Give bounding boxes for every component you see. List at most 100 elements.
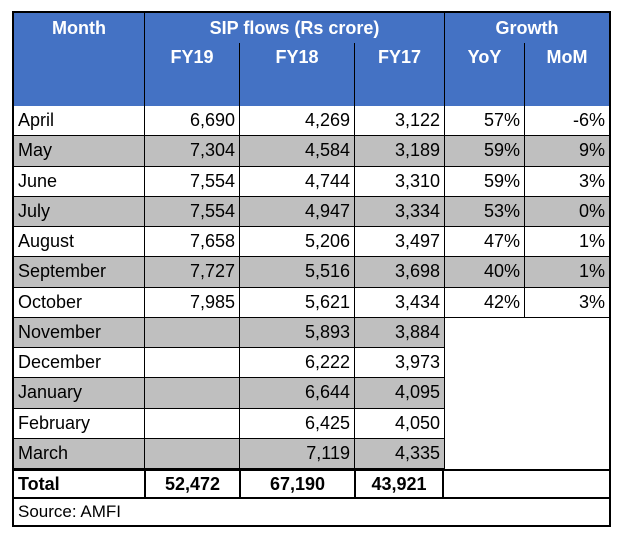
fy17-header: FY17 xyxy=(354,43,444,106)
cell-yoy xyxy=(444,408,524,439)
cell-mom xyxy=(524,318,609,348)
cell-fy17: 3,698 xyxy=(354,257,444,288)
cell-yoy: 47% xyxy=(444,227,524,258)
cell-mom xyxy=(524,378,609,408)
total-fy17: 43,921 xyxy=(354,471,444,497)
table-row: October 7,985 5,621 3,434 42% 3% xyxy=(14,287,609,318)
cell-yoy xyxy=(444,378,524,409)
cell-mom xyxy=(524,348,609,378)
cell-fy17: 3,434 xyxy=(354,287,444,318)
cell-fy17: 3,334 xyxy=(354,196,444,227)
total-fy19: 52,472 xyxy=(144,471,239,497)
table-row: February 6,425 4,050 xyxy=(14,408,609,439)
cell-month: January xyxy=(14,378,144,409)
cell-fy19 xyxy=(144,438,239,469)
cell-fy19 xyxy=(144,348,239,379)
cell-fy18: 4,584 xyxy=(239,136,354,167)
cell-month: August xyxy=(14,227,144,258)
total-label: Total xyxy=(18,473,60,494)
fy19-header: FY19 xyxy=(144,43,239,106)
header-row-bottom: FY19 FY18 FY17 YoY MoM xyxy=(14,43,609,106)
cell-mom xyxy=(524,439,609,469)
cell-mom: -6% xyxy=(524,106,609,137)
cell-fy17: 3,122 xyxy=(354,106,444,137)
cell-month: December xyxy=(14,348,144,379)
source-note: Source: AMFI xyxy=(18,502,121,521)
sip-flows-table: Month SIP flows (Rs crore) Growth FY19 F… xyxy=(12,11,611,527)
month-header: Month xyxy=(52,17,106,38)
cell-fy17: 3,973 xyxy=(354,348,444,379)
cell-fy19: 7,985 xyxy=(144,287,239,318)
cell-fy18: 5,621 xyxy=(239,287,354,318)
cell-mom: 9% xyxy=(524,136,609,167)
table-row: August 7,658 5,206 3,497 47% 1% xyxy=(14,227,609,258)
table-row: March 7,119 4,335 xyxy=(14,438,609,469)
cell-fy18: 5,893 xyxy=(239,317,354,348)
cell-fy18: 4,269 xyxy=(239,106,354,137)
table-row: December 6,222 3,973 xyxy=(14,348,609,379)
cell-fy18: 4,744 xyxy=(239,166,354,197)
header-row-top: Month SIP flows (Rs crore) Growth xyxy=(14,13,609,43)
table-row: June 7,554 4,744 3,310 59% 3% xyxy=(14,166,609,197)
cell-fy19 xyxy=(144,317,239,348)
growth-header: Growth xyxy=(444,13,609,43)
cell-fy18: 6,425 xyxy=(239,408,354,439)
cell-fy18: 6,644 xyxy=(239,378,354,409)
cell-mom xyxy=(524,409,609,439)
cell-fy17: 4,335 xyxy=(354,438,444,469)
cell-yoy: 40% xyxy=(444,257,524,288)
cell-month: October xyxy=(14,288,144,318)
cell-fy18: 4,947 xyxy=(239,196,354,227)
cell-month: May xyxy=(14,136,144,167)
cell-fy18: 6,222 xyxy=(239,348,354,379)
cell-mom: 3% xyxy=(524,166,609,197)
cell-fy19: 7,304 xyxy=(144,136,239,167)
cell-yoy xyxy=(444,438,524,469)
table-row: April 6,690 4,269 3,122 57% -6% xyxy=(14,106,609,137)
table-row: May 7,304 4,584 3,189 59% 9% xyxy=(14,136,609,167)
cell-yoy: 53% xyxy=(444,196,524,227)
cell-fy19 xyxy=(144,408,239,439)
cell-fy19: 7,554 xyxy=(144,196,239,227)
fy18-header: FY18 xyxy=(239,43,354,106)
cell-yoy xyxy=(444,317,524,348)
cell-fy18: 7,119 xyxy=(239,438,354,469)
yoy-header: YoY xyxy=(444,43,524,106)
cell-month: February xyxy=(14,409,144,439)
cell-fy17: 3,884 xyxy=(354,317,444,348)
source-row: Source: AMFI xyxy=(14,499,609,525)
cell-yoy: 57% xyxy=(444,106,524,137)
cell-month: September xyxy=(14,257,144,288)
cell-fy18: 5,206 xyxy=(239,227,354,258)
cell-mom: 1% xyxy=(524,227,609,258)
cell-mom: 3% xyxy=(524,287,609,318)
total-fy18: 67,190 xyxy=(239,471,354,497)
cell-mom: 1% xyxy=(524,257,609,288)
cell-fy17: 3,189 xyxy=(354,136,444,167)
cell-month: July xyxy=(14,196,144,227)
cell-fy17: 3,310 xyxy=(354,166,444,197)
cell-mom: 0% xyxy=(524,196,609,227)
sip-flows-header: SIP flows (Rs crore) xyxy=(144,13,444,43)
cell-fy19: 6,690 xyxy=(144,106,239,137)
table-row: September 7,727 5,516 3,698 40% 1% xyxy=(14,257,609,288)
cell-fy17: 4,050 xyxy=(354,408,444,439)
cell-month: November xyxy=(14,317,144,348)
cell-yoy: 42% xyxy=(444,287,524,318)
cell-fy19: 7,554 xyxy=(144,166,239,197)
table-row: July 7,554 4,947 3,334 53% 0% xyxy=(14,196,609,227)
mom-header: MoM xyxy=(524,43,609,106)
cell-fy19: 7,658 xyxy=(144,227,239,258)
cell-yoy xyxy=(444,348,524,379)
cell-month: June xyxy=(14,167,144,197)
cell-fy17: 4,095 xyxy=(354,378,444,409)
cell-fy17: 3,497 xyxy=(354,227,444,258)
table-row: January 6,644 4,095 xyxy=(14,378,609,409)
table-row: November 5,893 3,884 xyxy=(14,317,609,348)
cell-yoy: 59% xyxy=(444,136,524,167)
cell-month: April xyxy=(14,106,144,137)
total-row: Total 52,472 67,190 43,921 xyxy=(14,469,609,499)
cell-yoy: 59% xyxy=(444,166,524,197)
cell-month: March xyxy=(14,438,144,469)
cell-fy18: 5,516 xyxy=(239,257,354,288)
